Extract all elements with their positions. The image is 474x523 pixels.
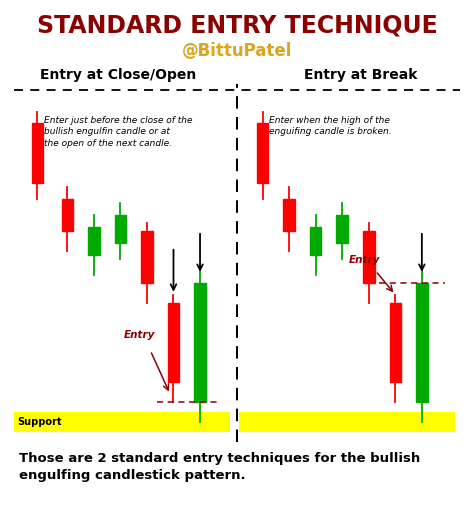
Bar: [257, 123, 268, 183]
Bar: [283, 199, 295, 231]
Bar: [337, 215, 348, 243]
Bar: [88, 227, 100, 255]
Text: Entry at Close/Open: Entry at Close/Open: [40, 68, 197, 82]
Text: Those are 2 standard entry techniques for the bullish
engulfing candlestick patt: Those are 2 standard entry techniques fo…: [19, 452, 420, 482]
Bar: [168, 303, 179, 382]
Bar: [14, 412, 230, 432]
Text: STANDARD ENTRY TECHNIQUE: STANDARD ENTRY TECHNIQUE: [36, 13, 438, 37]
Bar: [32, 123, 43, 183]
Bar: [194, 283, 206, 402]
Bar: [390, 303, 401, 382]
Text: Entry: Entry: [349, 255, 380, 265]
Bar: [115, 215, 126, 243]
Text: Entry: Entry: [124, 331, 155, 340]
Text: Support: Support: [18, 417, 62, 427]
Bar: [62, 199, 73, 231]
Bar: [363, 231, 374, 283]
Bar: [141, 231, 153, 283]
Text: Enter just before the close of the
bullish engulfin candle or at
the open of the: Enter just before the close of the bulli…: [44, 116, 192, 148]
Bar: [310, 227, 321, 255]
Text: Enter when the high of the
enguifing candle is broken.: Enter when the high of the enguifing can…: [269, 116, 392, 137]
Bar: [416, 283, 428, 402]
Text: @BittuPatel: @BittuPatel: [182, 42, 292, 60]
Text: Entry at Break: Entry at Break: [303, 68, 417, 82]
Bar: [239, 412, 455, 432]
